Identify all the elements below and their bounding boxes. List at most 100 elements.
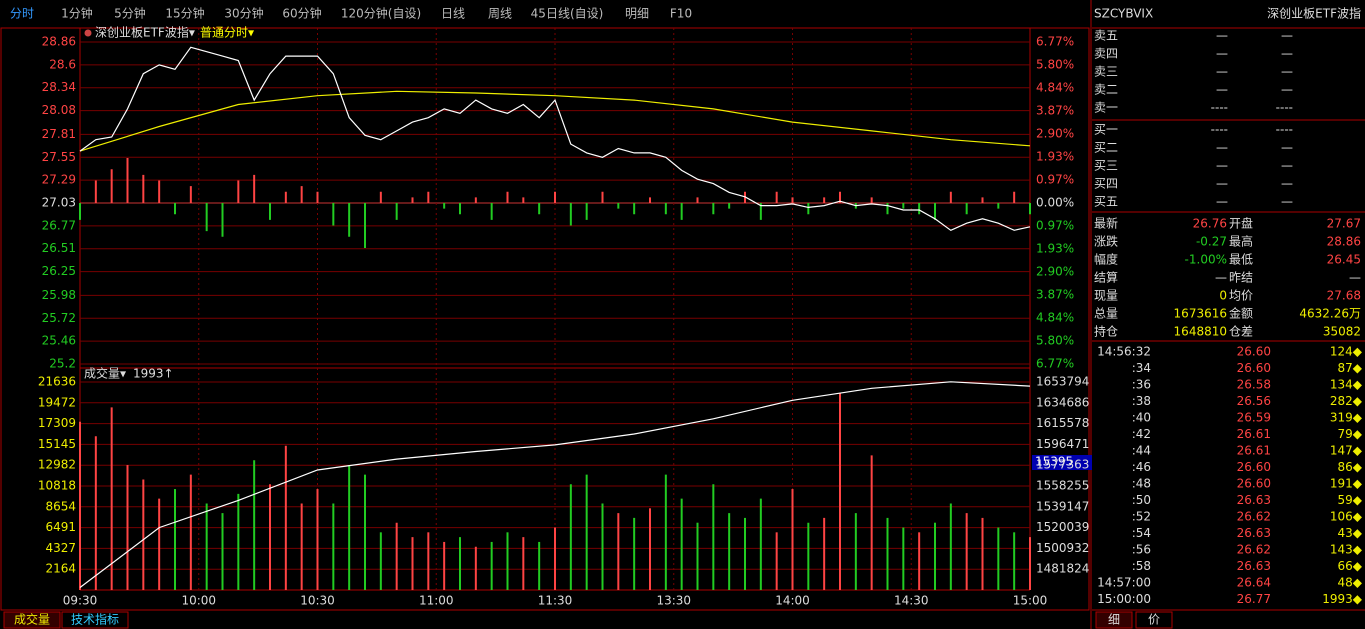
tick-volume: 106◆: [1330, 510, 1363, 524]
y-tick-label: 2164: [45, 562, 76, 576]
stat-label: 昨结: [1229, 271, 1253, 285]
icon: [84, 29, 92, 37]
tick-volume: 1993◆: [1322, 592, 1363, 606]
toolbar-tab[interactable]: 45日线(自设): [531, 7, 604, 21]
toolbar-tab[interactable]: 120分钟(自设): [341, 6, 421, 21]
tick-volume: 143◆: [1330, 543, 1363, 557]
toolbar-tab[interactable]: 30分钟: [224, 6, 263, 21]
y-tick-label: 25.2: [49, 357, 76, 371]
toolbar-tab[interactable]: 周线: [488, 7, 512, 21]
y-tick-label: 28.86: [42, 35, 76, 49]
toolbar-tab[interactable]: 5分钟: [114, 6, 146, 21]
tick-volume: 59◆: [1338, 493, 1363, 507]
toolbar-tab[interactable]: 1分钟: [61, 6, 93, 21]
chart-mode[interactable]: 普通分时▾: [200, 26, 254, 40]
tick-price: 26.59: [1237, 411, 1271, 425]
tab-label[interactable]: 价: [1148, 613, 1160, 627]
tab-label[interactable]: 细: [1108, 613, 1120, 627]
tick-volume: 66◆: [1338, 559, 1363, 573]
y2-tick-label: 2.90%: [1036, 264, 1074, 278]
y-tick-label: 6491: [45, 520, 76, 534]
cumulative-line: [79, 381, 1031, 588]
stat-value: 27.68: [1327, 289, 1361, 303]
y2-tick-label: 6.77%: [1036, 35, 1074, 49]
tick-time: 15:00:00: [1097, 592, 1151, 606]
tick-time: :38: [1132, 394, 1151, 408]
book-label: 买二: [1094, 141, 1118, 155]
tick-price: 26.60: [1237, 361, 1271, 375]
y2-tick-label: 1.93%: [1036, 241, 1074, 255]
book-price: —: [1216, 47, 1228, 61]
toolbar-tab[interactable]: 明细: [625, 7, 649, 21]
cursor-value: 15395: [1035, 455, 1073, 469]
y2-tick-label: 2.90%: [1036, 127, 1074, 141]
volume-title[interactable]: 成交量▾: [84, 366, 126, 381]
y-tick-label: 28.08: [42, 103, 76, 117]
tick-volume: 124◆: [1330, 345, 1363, 359]
toolbar-tab[interactable]: 分时: [10, 7, 34, 21]
book-label: 卖五: [1094, 29, 1118, 43]
y2-tick-label: 0.00%: [1036, 196, 1074, 210]
tick-time: :50: [1132, 493, 1151, 507]
tab-label[interactable]: 成交量: [14, 612, 50, 627]
y-tick-label: 12982: [38, 458, 76, 472]
book-volume: —: [1281, 159, 1293, 173]
y2-tick-label: 4.84%: [1036, 311, 1074, 325]
y2-tick-label: 1539147: [1036, 499, 1089, 513]
book-volume: —: [1281, 141, 1293, 155]
toolbar-tab[interactable]: 15分钟: [165, 6, 204, 21]
stat-label: 均价: [1229, 289, 1253, 303]
book-volume: —: [1281, 83, 1293, 97]
stat-label: 仓差: [1229, 325, 1253, 339]
tick-time: :40: [1132, 411, 1151, 425]
y-tick-label: 28.34: [42, 80, 76, 94]
tick-time: :52: [1132, 510, 1151, 524]
y2-tick-label: 1500932: [1036, 541, 1089, 555]
y-tick-label: 26.77: [42, 218, 76, 232]
y2-tick-label: 1481824: [1036, 562, 1089, 576]
average-line: [79, 90, 1031, 152]
tick-time: :54: [1132, 526, 1151, 540]
tick-volume: 191◆: [1330, 477, 1363, 491]
book-price: —: [1216, 177, 1228, 191]
stat-value: 1673616: [1174, 307, 1227, 321]
toolbar-tab[interactable]: 60分钟: [282, 6, 321, 21]
y-tick-label: 26.51: [42, 241, 76, 255]
tab[interactable]: [3, 611, 61, 629]
y2-tick-label: 1634686: [1036, 395, 1089, 409]
y2-tick-label: 0.97%: [1036, 219, 1074, 233]
book-label: 卖二: [1094, 83, 1118, 97]
y-tick-label: 25.46: [42, 334, 76, 348]
tick-price: 26.63: [1237, 493, 1271, 507]
y2-tick-label: 1558255: [1036, 479, 1089, 493]
tick-price: 26.63: [1237, 526, 1271, 540]
tick-time: :36: [1132, 378, 1151, 392]
tab-label[interactable]: 技术指标: [71, 612, 119, 627]
y-tick-label: 19472: [38, 395, 76, 409]
stat-value: 28.86: [1327, 235, 1361, 249]
x-tick-label: 14:30: [894, 594, 929, 608]
toolbar-tab[interactable]: F10: [670, 7, 692, 21]
y-tick-label: 27.81: [42, 127, 76, 141]
book-price: —: [1216, 195, 1228, 209]
tick-time: :34: [1132, 361, 1151, 375]
y2-tick-label: 1615578: [1036, 416, 1089, 430]
tab[interactable]: [61, 611, 129, 629]
tick-volume: 147◆: [1330, 444, 1363, 458]
volume-last: 1993↑: [133, 367, 174, 381]
tab[interactable]: [1095, 611, 1133, 629]
y2-tick-label: 4.84%: [1036, 80, 1074, 94]
tick-time: :48: [1132, 477, 1151, 491]
book-label: 买四: [1094, 177, 1118, 191]
stat-label: 最高: [1229, 234, 1253, 249]
book-label: 卖四: [1094, 47, 1118, 61]
stat-label: 开盘: [1229, 216, 1253, 231]
tab[interactable]: [1135, 611, 1173, 629]
book-price: ----: [1211, 123, 1228, 137]
tick-time: :58: [1132, 559, 1151, 573]
stat-value: 4632.26万: [1299, 307, 1361, 321]
stat-label: 涨跌: [1094, 234, 1118, 249]
y-tick-label: 26.25: [42, 264, 76, 278]
y-tick-label: 8654: [45, 499, 76, 513]
toolbar-tab[interactable]: 日线: [441, 7, 465, 21]
